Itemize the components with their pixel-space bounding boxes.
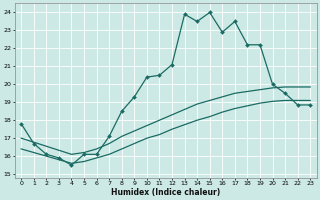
X-axis label: Humidex (Indice chaleur): Humidex (Indice chaleur) — [111, 188, 220, 197]
